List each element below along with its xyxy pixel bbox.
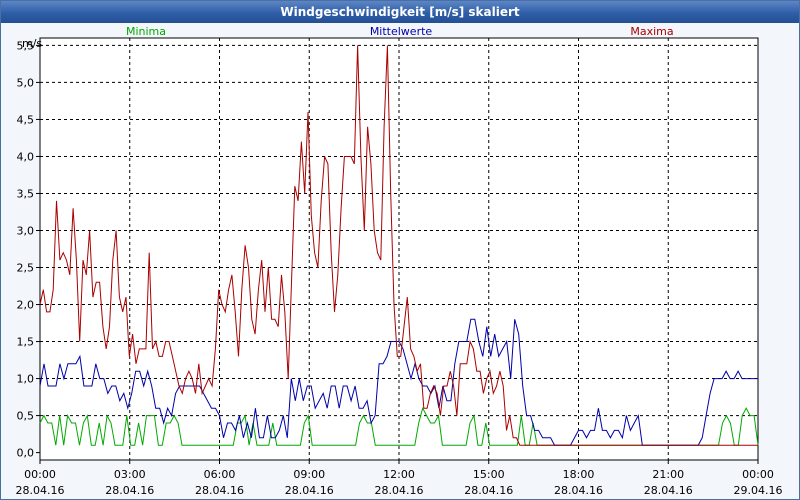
y-tick-label: 1,5 [17,336,35,349]
series-lines [39,45,759,446]
y-axis-ticks: 0,0 0,5 1,0 1,5 2,0 2,5 3,0 3,5 4,0 4,5 5,0 5,5 [17,39,40,460]
x-tick-date: 28.04.16 [16,484,65,497]
x-tick-time: 00:00 [742,468,774,481]
x-tick-date: 28.04.16 [195,484,244,497]
legend-mittelwerte: Mittelwerte [370,25,433,38]
x-tick-time: 00:00 [24,468,56,481]
x-tick-time: 21:00 [652,468,684,481]
legend-minima: Minima [126,25,166,38]
y-tick-label: 0,0 [17,447,35,460]
y-tick-label: 1,0 [17,373,35,386]
y-axis-label: m/s [22,37,42,50]
x-tick-date: 28.04.16 [105,484,154,497]
x-tick-date: 28.04.16 [464,484,513,497]
x-tick-date: 28.04.16 [554,484,603,497]
x-tick-date: 28.04.16 [285,484,334,497]
x-tick-date: 28.04.16 [375,484,424,497]
y-tick-label: 2,0 [17,299,35,312]
gridlines [40,38,758,460]
y-tick-label: 4,5 [17,113,35,126]
series-line-mittelwerte [39,318,758,446]
x-tick-time: 12:00 [383,468,415,481]
y-tick-label: 5,0 [17,76,35,89]
y-tick-label: 3,5 [17,187,35,200]
series-line-maxima [39,45,758,446]
y-tick-label: 5,5 [17,39,35,52]
x-tick-time: 09:00 [293,468,325,481]
y-tick-label: 0,5 [17,410,35,423]
x-tick-time: 15:00 [473,468,505,481]
window-title: Windgeschwindigkeit [m/s] skaliert [1,1,799,23]
x-tick-time: 06:00 [204,468,236,481]
x-tick-time: 18:00 [563,468,595,481]
x-axis-ticks: 00:00 28.04.16 03:00 28.04.16 06:00 28.04.16 0… [16,460,783,497]
y-tick-label: 4,0 [17,150,35,163]
legend-maxima: Maxima [630,25,673,38]
y-tick-label: 2,5 [17,262,35,275]
y-tick-label: 3,0 [17,224,35,237]
x-tick-date: 29.04.16 [734,484,783,497]
wind-chart: 0,0 0,5 1,0 1,5 2,0 2,5 3,0 3,5 4,0 4,5 5,0 5,5 00:… [16,25,783,497]
x-tick-time: 03:00 [114,468,146,481]
x-tick-date: 28.04.16 [644,484,693,497]
